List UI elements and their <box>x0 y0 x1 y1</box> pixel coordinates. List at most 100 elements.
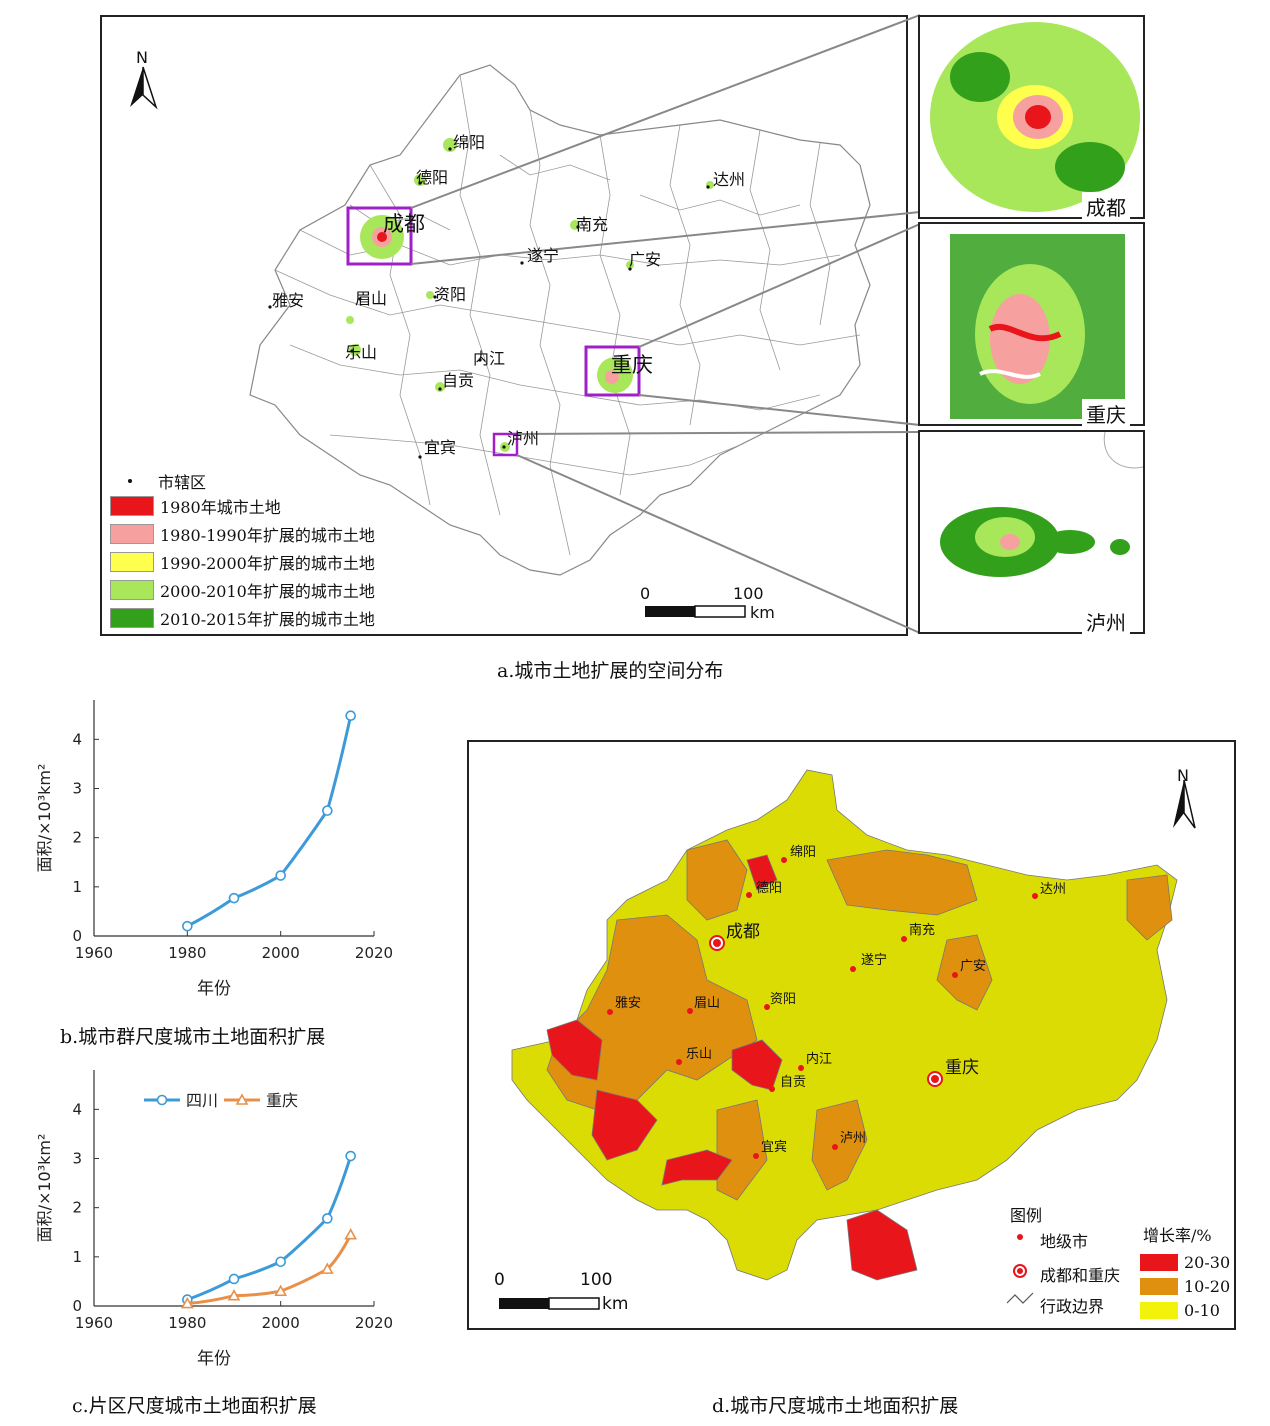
panel-a-map <box>130 64 871 618</box>
city-points <box>268 147 710 459</box>
series-line-0 <box>186 715 353 928</box>
d-city-deyang: 德阳 <box>756 881 783 896</box>
rate-10-20-b <box>826 849 978 916</box>
data-point-circle <box>322 805 333 816</box>
x-tick-label: 1960 <box>75 1314 113 1332</box>
region-outline <box>249 64 871 576</box>
panel-b-caption: b.城市群尺度城市土地面积扩展 <box>60 1026 326 1048</box>
d-city-yibin: 宜宾 <box>761 1140 788 1155</box>
y-tick-label: 3 <box>72 780 82 798</box>
legend-label-0: 四川 <box>186 1091 218 1110</box>
legend-label-1980: 1980年城市土地 <box>160 498 281 517</box>
d-rate-10-20: 10-20 <box>1140 1277 1230 1296</box>
region-base <box>511 769 1178 1281</box>
data-point-circle <box>228 1273 240 1285</box>
legend-point-label: 市辖区 <box>158 473 207 492</box>
data-point-circle <box>322 1213 333 1224</box>
y-tick-label: 4 <box>72 1100 82 1118</box>
d-legend-title: 图例 <box>1010 1206 1043 1225</box>
d-city-chengdu: 成都 <box>726 922 760 942</box>
d-city-meishan: 眉山 <box>694 996 721 1011</box>
series-line-0 <box>186 1155 353 1302</box>
x-tick-label: 2000 <box>262 944 300 962</box>
data-point-triangle <box>320 1262 334 1274</box>
city-label-mianyang: 绵阳 <box>453 133 486 152</box>
d-rate-20-30: 20-30 <box>1140 1253 1230 1272</box>
rate-20-30-f <box>846 1209 918 1281</box>
d-legend-prefecture: 地级市 <box>1040 1232 1089 1251</box>
scale-bar <box>645 605 746 618</box>
city-label-yibin: 宜宾 <box>424 438 457 457</box>
y-tick-label: 1 <box>72 1248 82 1266</box>
data-point-circle <box>182 920 193 932</box>
panel-d-caption: d.城市尺度城市土地面积扩展 <box>712 1395 959 1417</box>
rate-10-20-f <box>1126 874 1173 941</box>
city-label-chengdu: 成都 <box>383 212 425 236</box>
legend-row-1980: 1980年城市土地 <box>110 494 281 518</box>
data-point-circle <box>345 1150 356 1162</box>
city-label-guangan: 广安 <box>629 250 662 269</box>
major-city-markers <box>709 935 943 1087</box>
inset-chengdu <box>918 15 1145 219</box>
rate-20-30-e <box>746 854 778 891</box>
city-label-dazhou: 达州 <box>713 170 746 189</box>
d-legend-major: 成都和重庆 <box>1040 1266 1121 1285</box>
chart-c: 1960 1980 2000 2020 0 1 2 3 4 年份 面积/×10³km² 四川 重庆 <box>35 1070 393 1369</box>
inset-luzhou <box>918 430 1145 634</box>
legend-label-1980-1990: 1980-1990年扩展的城市土地 <box>160 526 375 545</box>
scale-a-start: 0 <box>640 584 651 603</box>
y-axis-title: 面积/×10³km² <box>35 764 54 873</box>
data-point-circle <box>345 710 356 722</box>
north-arrow-d-icon <box>1173 779 1196 829</box>
north-label: N <box>136 48 148 67</box>
d-rate-0-10: 0-10 <box>1140 1301 1220 1320</box>
y-tick-label: 4 <box>72 730 82 748</box>
legend-point-row: 市辖区 <box>128 469 206 493</box>
d-city-yaan: 雅安 <box>615 996 642 1011</box>
x-axis-title: 年份 <box>197 979 231 999</box>
city-label-zigong: 自贡 <box>442 371 475 390</box>
legend-label-2010-2015: 2010-2015年扩展的城市土地 <box>160 610 375 629</box>
rate-20-30-c <box>661 1149 733 1186</box>
scale-a-end: 100 <box>733 584 764 603</box>
data-point-circle <box>228 892 240 904</box>
legend-swatch-1980-1990 <box>110 524 154 544</box>
legend-swatch-2000-2010 <box>110 580 154 600</box>
x-tick-label: 2000 <box>262 1314 300 1332</box>
city-label-luzhou: 泸州 <box>507 429 540 448</box>
y-tick-label: 1 <box>72 878 82 896</box>
city-label-neijiang: 内江 <box>473 349 506 368</box>
d-rate-title: 增长率/% <box>1143 1226 1212 1245</box>
chongqing-box <box>584 345 641 397</box>
data-point-circle <box>275 870 286 881</box>
city-label-suining: 遂宁 <box>527 246 560 265</box>
legend-marker-circle <box>156 1094 168 1106</box>
data-point-triangle <box>180 1296 194 1309</box>
data-point-circle <box>275 1256 286 1268</box>
y-tick-label: 2 <box>72 1199 82 1217</box>
d-city-luzhou: 泸州 <box>840 1131 867 1146</box>
d-rate-label-0-10: 0-10 <box>1184 1301 1220 1320</box>
d-city-leshan: 乐山 <box>686 1047 713 1062</box>
y-tick-label: 2 <box>72 829 82 847</box>
x-tick-label: 2020 <box>355 944 393 962</box>
scale-bar-d <box>499 1297 600 1310</box>
d-rate-swatch-0-10 <box>1140 1302 1178 1319</box>
d-city-zigong: 自贡 <box>780 1075 807 1090</box>
d-city-mianyang: 绵阳 <box>790 845 817 860</box>
panel-d-map <box>499 769 1196 1310</box>
data-point-triangle <box>227 1289 241 1301</box>
rate-10-20-a <box>686 839 748 921</box>
scale-a-unit: km <box>750 603 775 622</box>
d-rate-swatch-10-20 <box>1140 1278 1178 1295</box>
d-rate-swatch-20-30 <box>1140 1254 1178 1271</box>
city-label-chongqing: 重庆 <box>611 353 653 377</box>
panel-c-caption: c.片区尺度城市土地面积扩展 <box>72 1395 317 1417</box>
x-tick-label: 1980 <box>168 944 206 962</box>
city-label-meishan: 眉山 <box>355 289 388 308</box>
inset-luzhou-label: 泸州 <box>1082 607 1130 636</box>
legend-swatch-1990-2000 <box>110 552 154 572</box>
urban-patches <box>346 138 714 452</box>
d-city-suining: 遂宁 <box>861 953 888 968</box>
d-legend-boundary: 行政边界 <box>1040 1297 1105 1316</box>
